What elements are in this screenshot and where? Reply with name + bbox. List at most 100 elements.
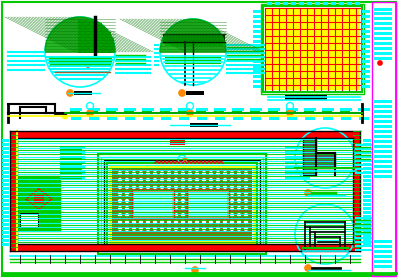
Bar bbox=[93, 23, 96, 26]
Bar bbox=[142, 108, 154, 111]
Bar bbox=[90, 29, 93, 32]
Bar bbox=[2, 199, 9, 201]
Bar bbox=[355, 2, 360, 5]
Bar bbox=[90, 20, 93, 23]
Circle shape bbox=[168, 186, 170, 188]
Circle shape bbox=[126, 207, 128, 209]
Bar bbox=[179, 117, 189, 120]
Bar bbox=[93, 35, 96, 38]
Bar bbox=[160, 111, 170, 113]
Bar bbox=[87, 35, 90, 38]
Circle shape bbox=[119, 179, 121, 181]
Bar bbox=[2, 187, 9, 189]
Bar bbox=[70, 108, 82, 111]
Circle shape bbox=[196, 228, 198, 230]
Bar bbox=[84, 32, 87, 35]
Bar bbox=[232, 108, 244, 111]
Bar bbox=[102, 32, 105, 35]
Circle shape bbox=[210, 200, 212, 202]
Bar bbox=[102, 50, 105, 53]
Bar bbox=[108, 38, 111, 41]
Bar bbox=[111, 50, 114, 53]
Bar bbox=[102, 32, 105, 35]
Bar bbox=[111, 41, 114, 44]
Bar bbox=[102, 26, 105, 29]
Bar bbox=[111, 41, 114, 44]
Circle shape bbox=[189, 193, 191, 195]
Circle shape bbox=[168, 172, 170, 174]
Bar bbox=[359, 117, 369, 120]
Bar bbox=[93, 50, 96, 53]
Bar bbox=[291, 2, 296, 5]
Bar bbox=[96, 23, 99, 26]
Bar bbox=[374, 160, 392, 162]
Bar bbox=[108, 50, 111, 53]
Circle shape bbox=[154, 193, 156, 195]
Bar bbox=[286, 108, 298, 111]
Bar bbox=[362, 45, 370, 48]
Bar bbox=[362, 30, 370, 33]
Polygon shape bbox=[45, 17, 115, 52]
Bar bbox=[374, 145, 392, 148]
Circle shape bbox=[238, 228, 240, 230]
Bar bbox=[90, 47, 93, 50]
Circle shape bbox=[217, 193, 219, 195]
Circle shape bbox=[196, 193, 198, 195]
Bar bbox=[87, 32, 90, 35]
Bar bbox=[102, 44, 105, 47]
Bar bbox=[108, 32, 111, 35]
Bar bbox=[93, 47, 96, 50]
Bar bbox=[99, 50, 102, 53]
Bar bbox=[96, 38, 99, 41]
Circle shape bbox=[245, 221, 247, 223]
Bar bbox=[286, 111, 296, 113]
Circle shape bbox=[140, 228, 142, 230]
Circle shape bbox=[203, 214, 205, 216]
Bar bbox=[81, 35, 84, 38]
Bar bbox=[105, 44, 108, 47]
Bar bbox=[253, 70, 261, 73]
Bar bbox=[78, 50, 81, 53]
Bar bbox=[110, 166, 254, 242]
Bar bbox=[84, 20, 87, 23]
Bar bbox=[2, 219, 9, 222]
Circle shape bbox=[203, 193, 205, 195]
Bar bbox=[84, 38, 87, 41]
Bar bbox=[93, 26, 96, 29]
Circle shape bbox=[154, 228, 156, 230]
Bar bbox=[93, 41, 96, 44]
Circle shape bbox=[182, 207, 184, 209]
Circle shape bbox=[119, 200, 121, 202]
Bar bbox=[87, 26, 90, 29]
Bar bbox=[90, 44, 93, 47]
Circle shape bbox=[161, 207, 163, 209]
Polygon shape bbox=[160, 19, 226, 52]
Bar bbox=[160, 108, 172, 111]
Circle shape bbox=[140, 186, 142, 188]
Bar bbox=[347, 2, 352, 5]
Bar bbox=[374, 8, 392, 11]
Bar bbox=[374, 12, 392, 15]
Circle shape bbox=[189, 214, 191, 216]
Circle shape bbox=[133, 200, 135, 202]
Bar bbox=[362, 25, 370, 28]
Circle shape bbox=[189, 172, 191, 174]
Circle shape bbox=[238, 221, 240, 223]
Bar bbox=[322, 108, 334, 111]
Bar bbox=[253, 85, 261, 88]
Bar bbox=[93, 44, 96, 47]
Circle shape bbox=[378, 61, 382, 65]
Bar bbox=[165, 42, 223, 46]
Bar bbox=[78, 23, 81, 26]
Circle shape bbox=[126, 179, 128, 181]
Circle shape bbox=[175, 221, 177, 223]
Polygon shape bbox=[303, 138, 335, 175]
Circle shape bbox=[175, 172, 177, 174]
Bar bbox=[93, 35, 96, 38]
Bar bbox=[374, 57, 392, 59]
Bar bbox=[78, 32, 81, 35]
Circle shape bbox=[182, 221, 184, 223]
Circle shape bbox=[238, 200, 240, 202]
Circle shape bbox=[133, 221, 135, 223]
Circle shape bbox=[210, 193, 212, 195]
